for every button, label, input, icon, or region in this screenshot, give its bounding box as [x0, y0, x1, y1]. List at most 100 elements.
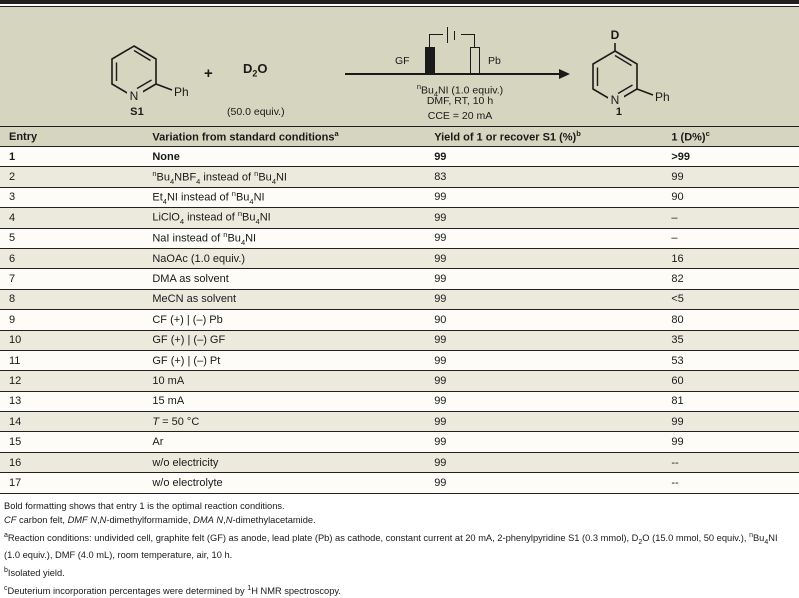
cell-yield: 99 — [434, 431, 672, 453]
table-row: 16 w/o electricity 99 -- — [0, 452, 799, 474]
cell-entry: 11 — [0, 350, 153, 372]
cell-yield: 99 — [434, 472, 672, 494]
cell-yield: 99 — [434, 268, 672, 290]
substrate-structure: N Ph S1 — [104, 32, 200, 118]
condition-electrolyte: nBu4NI (1.0 equiv.) — [416, 82, 504, 99]
battery-plus-icon — [447, 27, 448, 43]
cell-entry: 6 — [0, 248, 153, 270]
cell-entry: 2 — [0, 166, 153, 188]
table-row: 15 Ar 99 99 — [0, 431, 799, 453]
cell-yield: 99 — [434, 452, 672, 474]
cell-yield: 99 — [434, 228, 672, 249]
cell-yield: 99 — [434, 207, 672, 229]
cell-d-percent: 80 — [671, 309, 799, 331]
cathode-label: Pb — [488, 55, 501, 67]
cell-d-percent: 90 — [671, 187, 799, 209]
cell-d-percent: – — [671, 228, 799, 249]
cell-variation: CF (+) | (–) Pb — [152, 309, 435, 331]
arrow-head — [559, 69, 570, 79]
cell-entry: 1 — [0, 146, 153, 168]
table-row: 10 GF (+) | (–) GF 99 35 — [0, 330, 799, 351]
reagent-equiv: (50.0 equiv.) — [227, 106, 285, 118]
wire-left-icon — [429, 34, 430, 48]
cell-variation: w/o electricity — [152, 452, 435, 474]
cell-d-percent: -- — [671, 472, 799, 494]
table-row: 13 15 mA 99 81 — [0, 391, 799, 413]
battery-minus-icon — [454, 31, 455, 40]
header-variation-mark: a — [334, 129, 339, 139]
product-structure: D N Ph 1 — [585, 25, 685, 118]
header-d-percent: 1 (D%)c — [671, 126, 799, 147]
table-row: 7 DMA as solvent 99 82 — [0, 268, 799, 290]
product-n-label: N — [611, 93, 620, 105]
cell-yield: 99 — [434, 187, 672, 209]
cell-d-percent: 99 — [671, 411, 799, 433]
substrate-label: S1 — [130, 106, 144, 118]
product-d-label: D — [611, 28, 620, 42]
cell-entry: 16 — [0, 452, 153, 474]
cell-yield: 99 — [434, 370, 672, 392]
condition-current: CCE = 20 mA — [427, 110, 493, 122]
cell-d-percent: <5 — [671, 289, 799, 311]
electrochemical-cell-icon: GF Pb — [395, 27, 525, 74]
cell-variation: Et4NI instead of nBu4NI — [152, 187, 435, 209]
table-row: 8 MeCN as solvent 99 <5 — [0, 289, 799, 311]
arrow-line — [345, 73, 563, 75]
reagent-d2o: D2O — [243, 61, 268, 79]
optimization-table: Entry Variation from standard conditions… — [0, 126, 799, 494]
table-row: 9 CF (+) | (–) Pb 90 80 — [0, 309, 799, 331]
header-d-text: 1 (D%) — [671, 131, 706, 144]
cell-yield: 99 — [434, 146, 672, 168]
footnote-a: aReaction conditions: undivided cell, gr… — [4, 531, 778, 561]
footnote-abbreviations: CF carbon felt, DMF N,N-dimethylformamid… — [4, 515, 316, 526]
cell-entry: 8 — [0, 289, 153, 311]
cell-d-percent: >99 — [671, 146, 799, 168]
substrate-ph-label: Ph — [174, 85, 189, 99]
header-yield: Yield of 1 or recover S1 (%)b — [434, 126, 672, 147]
header-entry: Entry — [0, 126, 153, 147]
cell-entry: 17 — [0, 472, 153, 494]
table-row: 17 w/o electrolyte 99 -- — [0, 472, 799, 494]
table-row: 6 NaOAc (1.0 equiv.) 99 16 — [0, 248, 799, 270]
substrate-n-label: N — [130, 89, 139, 103]
table-row: 5 NaI instead of nBu4NI 99 – — [0, 228, 799, 249]
cell-d-percent: 99 — [671, 166, 799, 188]
wire-top-right-icon — [461, 34, 475, 35]
cell-variation: Ar — [152, 431, 435, 453]
cell-d-percent: 35 — [671, 330, 799, 351]
cell-entry: 12 — [0, 370, 153, 392]
product-ph-label: Ph — [655, 90, 670, 104]
cell-variation: DMA as solvent — [152, 268, 435, 290]
table-body: 1 None 99 >99 2 nBu4NBF4 instead of nBu4… — [0, 146, 799, 494]
reaction-scheme: N Ph S1 + D2O (50.0 equiv.) GF Pb — [0, 7, 799, 126]
cell-d-percent: 16 — [671, 248, 799, 270]
header-variation-text: Variation from standard conditions — [152, 131, 335, 144]
header-d-mark: c — [705, 129, 710, 139]
cell-entry: 14 — [0, 411, 153, 433]
header-yield-mark: b — [576, 129, 581, 139]
cell-yield: 90 — [434, 309, 672, 331]
plus-sign: + — [204, 65, 213, 82]
cell-entry: 4 — [0, 207, 153, 229]
rule-gap — [0, 4, 799, 6]
cell-d-percent: – — [671, 207, 799, 229]
top-rule-thin — [0, 6, 799, 7]
cell-variation: MeCN as solvent — [152, 289, 435, 311]
cell-variation: w/o electrolyte — [152, 472, 435, 494]
anode-label: GF — [395, 55, 410, 67]
table-row: 1 None 99 >99 — [0, 146, 799, 168]
cell-variation: 15 mA — [152, 391, 435, 413]
table-row: 3 Et4NI instead of nBu4NI 99 90 — [0, 187, 799, 209]
cell-d-percent: 60 — [671, 370, 799, 392]
footnote-bold: Bold formatting shows that entry 1 is th… — [4, 500, 285, 511]
cell-variation: None — [152, 146, 435, 168]
cell-variation: GF (+) | (–) GF — [152, 330, 435, 351]
header-entry-text: Entry — [9, 130, 38, 143]
cell-yield: 99 — [434, 248, 672, 270]
deuterated-pyridine-ring-icon: D N Ph — [592, 28, 670, 105]
header-yield-text: Yield of 1 or recover S1 (%) — [434, 131, 577, 144]
table-row: 2 nBu4NBF4 instead of nBu4NI 83 99 — [0, 166, 799, 188]
header-variation: Variation from standard conditionsa — [152, 126, 435, 147]
cell-yield: 83 — [434, 166, 672, 188]
cell-d-percent: 81 — [671, 391, 799, 413]
